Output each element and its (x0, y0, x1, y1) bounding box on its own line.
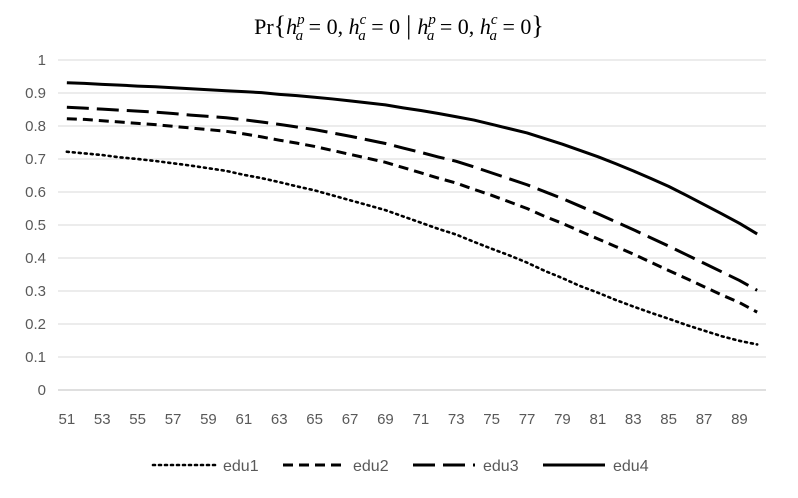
x-tick-label: 63 (271, 411, 288, 428)
title-sup-c-1: c (360, 12, 367, 28)
title-sub-a-3: a (427, 28, 435, 44)
title-sub-a-2: a (358, 28, 366, 44)
title-h-2: h (349, 14, 360, 39)
x-tick-label: 87 (696, 411, 713, 428)
legend-label-edu2: edu2 (353, 458, 389, 475)
title-close-brace: } (531, 11, 543, 40)
title-bar: | (406, 11, 411, 40)
series-line-edu3 (66, 105, 758, 292)
x-tick-label: 73 (448, 411, 465, 428)
y-tick-label: 0.6 (25, 184, 46, 201)
title-sup-p-2: p (427, 12, 436, 28)
x-tick-label: 61 (236, 411, 253, 428)
x-tick-label: 51 (59, 411, 76, 428)
legend-label-edu3: edu3 (483, 458, 519, 475)
title-h-3: h (417, 14, 428, 39)
x-tick-label: 71 (413, 411, 430, 428)
title-eq-2: = 0 (366, 14, 400, 39)
x-tick-label: 57 (165, 411, 182, 428)
y-tick-label: 0.8 (25, 118, 46, 135)
y-tick-label: 1 (38, 52, 46, 69)
y-tick-label: 0.5 (25, 217, 46, 234)
series-line-edu1 (65, 150, 759, 346)
title-eq-4: = 0 (497, 14, 531, 39)
title-pr: Pr (254, 14, 274, 39)
y-tick-label: 0.9 (25, 85, 46, 102)
title-h-4: h (480, 14, 491, 39)
series-lines (65, 81, 759, 346)
y-tick-label: 0.7 (25, 151, 46, 168)
y-axis: 0 0.1 0.2 0.3 0.4 0.5 0.6 0.7 0.8 0.9 1 (25, 52, 46, 399)
x-tick-label: 77 (519, 411, 536, 428)
y-tick-label: 0 (38, 382, 46, 399)
y-tick-label: 0.4 (25, 250, 46, 267)
gridlines (58, 59, 766, 391)
title-h-1: h (286, 14, 297, 39)
title-sub-a-4: a (489, 28, 497, 44)
x-tick-label: 83 (625, 411, 642, 428)
x-tick-label: 81 (590, 411, 607, 428)
x-tick-label: 79 (554, 411, 571, 428)
x-tick-label: 75 (483, 411, 500, 428)
title-sup-c-2: c (491, 12, 498, 28)
x-tick-label: 59 (200, 411, 217, 428)
x-tick-label: 53 (94, 411, 111, 428)
x-tick-label: 55 (129, 411, 146, 428)
x-tick-label: 69 (377, 411, 394, 428)
x-axis: 51 53 55 57 59 61 63 65 67 69 71 73 75 77 79 81 83 85 87 89 (59, 411, 748, 428)
legend-label-edu4: edu4 (613, 458, 649, 475)
series-line-edu2 (66, 117, 758, 314)
title-sup-p-1: p (296, 12, 305, 28)
title-eq-1: = 0, (303, 14, 348, 39)
legend: edu1 edu2 edu3 edu4 (151, 458, 649, 475)
legend-label-edu1: edu1 (223, 458, 259, 475)
chart-title: Pr{hp a = 0, hc a = 0 | hp a = 0, hc a = 0} (254, 11, 544, 44)
y-tick-label: 0.3 (25, 283, 46, 300)
x-tick-label: 85 (660, 411, 677, 428)
x-tick-label: 65 (306, 411, 323, 428)
y-tick-label: 0.1 (25, 349, 46, 366)
y-tick-label: 0.2 (25, 316, 46, 333)
x-tick-label: 89 (731, 411, 748, 428)
title-sub-a-1: a (296, 28, 304, 44)
series-line-edu4 (66, 81, 758, 236)
title-eq-3: = 0, (434, 14, 479, 39)
x-tick-label: 67 (342, 411, 359, 428)
title-open-brace: { (274, 11, 286, 40)
